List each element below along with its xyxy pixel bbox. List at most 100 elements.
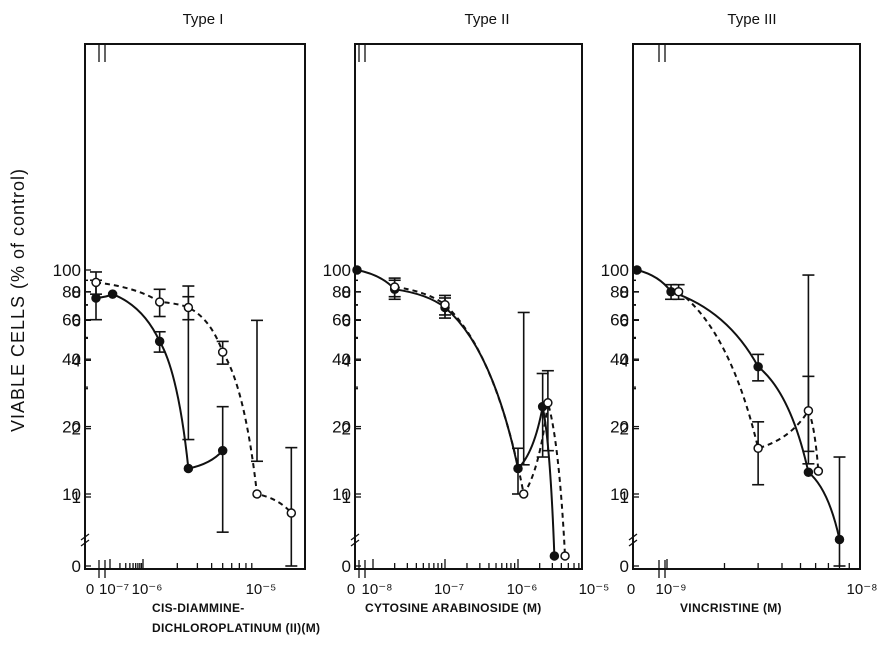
panel-type-3: Type III 0 1 2 4 6 8 10 20 40 60 80 100 0 10⁻⁹ 10⁻⁸ V… bbox=[601, 11, 878, 615]
tick-marks bbox=[628, 44, 850, 578]
y-tick-label: 0 bbox=[72, 557, 81, 576]
y-tick-label: 8 bbox=[620, 283, 629, 302]
y-tick-label: 60 bbox=[610, 311, 629, 330]
open-data-point bbox=[389, 282, 400, 292]
filled-data-point bbox=[753, 361, 763, 372]
axis-break bbox=[80, 539, 90, 547]
y-tick-label: 100 bbox=[601, 261, 629, 280]
y-tick-label: 60 bbox=[62, 311, 81, 330]
solid-series-line bbox=[95, 293, 224, 470]
y-tick-label: 40 bbox=[62, 350, 81, 369]
panel-title: Type II bbox=[464, 11, 509, 28]
panel-title: Type III bbox=[727, 11, 776, 28]
x-tick-labels: 0 10⁻⁷ 10⁻⁶ 10⁻⁵ bbox=[86, 581, 277, 598]
plot-frame bbox=[354, 43, 583, 570]
filled-data-point bbox=[834, 534, 845, 545]
open-data-point bbox=[217, 347, 228, 357]
axis-break bbox=[628, 533, 638, 541]
y-tick-label: 8 bbox=[342, 283, 351, 302]
y-tick-label: 10 bbox=[610, 485, 629, 504]
open-data-point bbox=[543, 398, 553, 408]
x-tick-label: 10⁻⁸ bbox=[362, 581, 393, 598]
axis-break bbox=[80, 533, 90, 541]
x-tick-labels: 0 10⁻⁹ 10⁻⁸ bbox=[627, 581, 878, 598]
y-tick-label: 20 bbox=[62, 418, 81, 437]
y-tick-label: 10 bbox=[332, 485, 351, 504]
y-tick-labels: 0 1 2 4 6 8 10 20 40 60 80 100 bbox=[53, 261, 81, 576]
series-layer bbox=[632, 265, 846, 567]
x-axis-label-line2: DICHLOROPLATINUM (II)(M) bbox=[152, 621, 320, 635]
y-tick-label: 40 bbox=[332, 350, 351, 369]
filled-data-point bbox=[91, 293, 101, 303]
x-tick-label: 0 bbox=[86, 581, 94, 598]
y-tick-label: 6 bbox=[72, 311, 81, 330]
dashed-series-line bbox=[95, 281, 293, 514]
open-data-point bbox=[518, 489, 529, 499]
x-tick-label: 0 bbox=[627, 581, 635, 598]
y-tick-label: 1 bbox=[342, 488, 351, 507]
y-tick-labels: 0 1 2 4 6 8 10 20 40 60 80 100 bbox=[601, 261, 629, 576]
panel-title: Type I bbox=[183, 11, 224, 28]
axis-break bbox=[350, 539, 360, 547]
filled-data-point bbox=[803, 467, 814, 478]
filled-data-point bbox=[632, 265, 642, 275]
y-tick-label: 2 bbox=[620, 420, 629, 439]
open-data-point bbox=[753, 443, 763, 454]
y-tick-label: 100 bbox=[53, 261, 81, 280]
filled-data-point bbox=[107, 289, 118, 299]
y-axis-label: VIABLE CELLS (% of control) bbox=[8, 168, 28, 432]
axis-break bbox=[350, 533, 360, 541]
y-tick-label: 6 bbox=[342, 311, 351, 330]
open-data-point bbox=[252, 489, 262, 499]
dashed-series-line bbox=[677, 290, 820, 472]
panel-type-2: Type II 0 1 2 4 6 8 10 20 40 60 80 100 0 10⁻⁸ 10⁻⁷ 10⁻… bbox=[323, 11, 610, 615]
filled-data-point bbox=[549, 551, 560, 561]
filled-data-point bbox=[352, 265, 362, 275]
x-tick-label: 10⁻⁶ bbox=[132, 581, 163, 598]
open-data-point bbox=[560, 551, 570, 561]
y-tick-label: 4 bbox=[72, 351, 81, 370]
x-tick-labels: 0 10⁻⁸ 10⁻⁷ 10⁻⁶ 10⁻⁵ bbox=[347, 581, 610, 598]
x-tick-label: 10⁻⁵ bbox=[579, 581, 610, 598]
open-data-point bbox=[673, 286, 684, 297]
y-tick-label: 80 bbox=[62, 283, 81, 302]
x-tick-label: 10⁻⁷ bbox=[434, 581, 464, 598]
panel-type-1: Type I 0 1 2 4 6 8 10 20 40 60 80 100 0 10⁻⁷ 10⁻⁶ 10⁻⁵… bbox=[53, 11, 320, 635]
y-tick-label: 80 bbox=[332, 283, 351, 302]
filled-data-point bbox=[154, 336, 165, 347]
tick-marks bbox=[350, 44, 580, 578]
open-data-point bbox=[91, 277, 101, 288]
filled-data-point bbox=[217, 445, 228, 456]
x-tick-label: 10⁻⁵ bbox=[246, 581, 277, 598]
plot-frame bbox=[84, 43, 306, 570]
open-data-point bbox=[440, 299, 450, 310]
series-layer bbox=[90, 271, 298, 567]
filled-data-point bbox=[183, 463, 194, 474]
y-tick-label: 4 bbox=[620, 351, 629, 370]
open-data-point bbox=[183, 302, 194, 313]
y-tick-label: 60 bbox=[332, 311, 351, 330]
x-tick-label: 10⁻⁹ bbox=[655, 581, 686, 598]
y-tick-label: 8 bbox=[72, 283, 81, 302]
x-axis-label: CYTOSINE ARABINOSIDE (M) bbox=[365, 601, 542, 615]
y-tick-label: 0 bbox=[620, 557, 629, 576]
y-tick-label: 10 bbox=[62, 485, 81, 504]
y-tick-label: 40 bbox=[610, 350, 629, 369]
y-tick-label: 20 bbox=[332, 418, 351, 437]
y-tick-labels: 0 1 2 4 6 8 10 20 40 60 80 100 bbox=[323, 261, 351, 576]
open-data-point bbox=[286, 508, 297, 518]
x-tick-label: 10⁻⁷ bbox=[99, 581, 129, 598]
y-tick-label: 0 bbox=[342, 557, 351, 576]
y-tick-label: 100 bbox=[323, 261, 351, 280]
y-tick-label: 1 bbox=[620, 488, 629, 507]
y-tick-label: 20 bbox=[610, 418, 629, 437]
open-data-point bbox=[154, 297, 165, 307]
open-data-point bbox=[813, 466, 824, 476]
tick-marks bbox=[80, 44, 253, 578]
x-tick-label: 10⁻⁸ bbox=[847, 581, 878, 598]
y-tick-label: 2 bbox=[342, 420, 351, 439]
y-tick-label: 4 bbox=[342, 351, 351, 370]
series-layer bbox=[352, 265, 570, 561]
y-tick-label: 80 bbox=[610, 283, 629, 302]
